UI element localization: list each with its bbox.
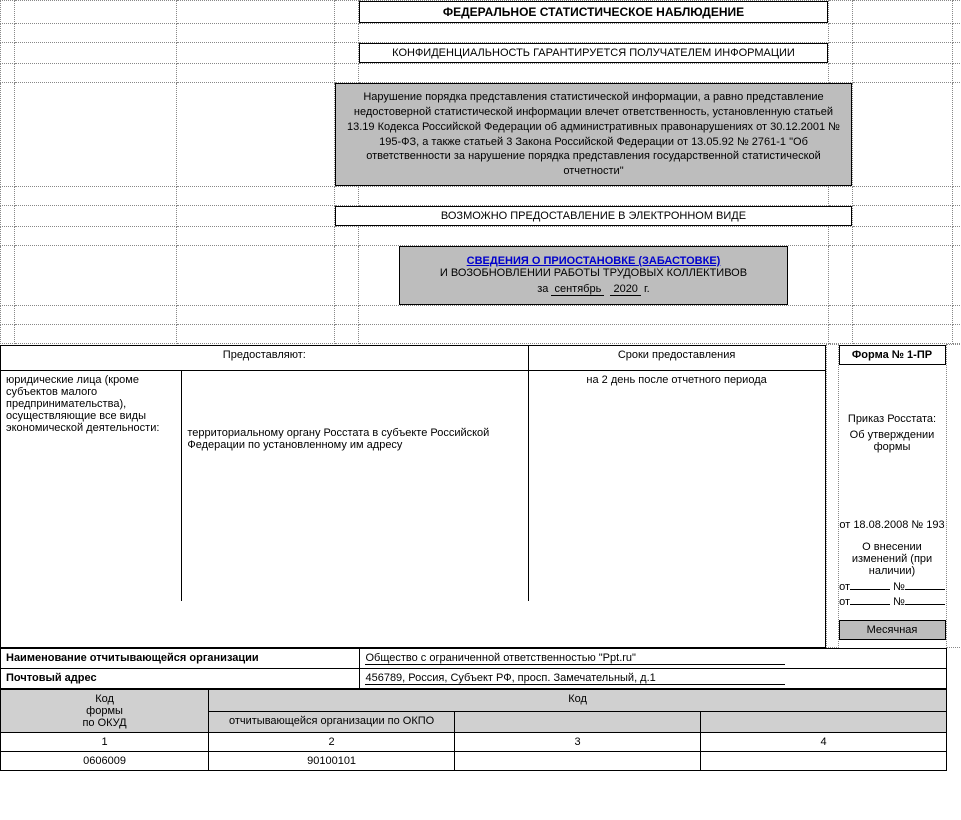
period-year: 2020: [610, 283, 640, 296]
col-num-3: 3: [455, 733, 701, 752]
periodicity-box: Месячная: [839, 620, 946, 640]
order-date: от 18.08.2008 № 193: [839, 519, 946, 531]
addr-value[interactable]: 456789, Россия, Субъект РФ, просп. Замеч…: [365, 672, 785, 685]
change-line-1: от №: [839, 581, 946, 593]
order-title: Приказ Росстата:: [839, 413, 946, 425]
period-month: сентябрь: [551, 283, 604, 296]
period-line: за сентябрь 2020 г.: [420, 283, 767, 296]
recipient-cell: территориальному органу Росстата в субъе…: [182, 370, 528, 601]
form-body-grid: Предоставляют: Сроки предоставления юрид…: [0, 344, 961, 648]
changes-label: О внесении изменений (при наличии): [839, 541, 946, 577]
deadline-header: Сроки предоставления: [528, 345, 825, 370]
code-okud-value: 0606009: [1, 752, 209, 771]
violation-box: Нарушение порядка представления статисти…: [335, 83, 852, 186]
col-num-4: 4: [701, 733, 947, 752]
code-okpo-value[interactable]: 90100101: [209, 752, 455, 771]
code-col1-header: Код формы по ОКУД: [1, 690, 209, 733]
org-name-label: Наименование отчитывающейся организации: [1, 649, 360, 669]
form-number-box: Форма № 1-ПР: [839, 345, 946, 365]
deadline-cell: на 2 день после отчетного периода: [528, 370, 825, 395]
info-link[interactable]: СВЕДЕНИЯ О ПРИОСТАНОВКЕ (ЗАБАСТОВКЕ): [420, 255, 767, 267]
code-col2-header: Код: [209, 690, 947, 712]
title-box: ФЕДЕРАЛЬНОЕ СТАТИСТИЧЕСКОЕ НАБЛЮДЕНИЕ: [359, 1, 828, 23]
order-sub: Об утверждении формы: [839, 429, 946, 453]
col-num-1: 1: [1, 733, 209, 752]
info-box: СВЕДЕНИЯ О ПРИОСТАНОВКЕ (ЗАБАСТОВКЕ) И В…: [399, 246, 788, 305]
code-val-3[interactable]: [455, 752, 701, 771]
providers-cell: юридические лица (кроме субъектов малого…: [1, 370, 182, 601]
document-grid: ФЕДЕРАЛЬНОЕ СТАТИСТИЧЕСКОЕ НАБЛЮДЕНИЕ КО…: [0, 0, 961, 344]
change-line-2: от №: [839, 596, 946, 608]
providers-table: Предоставляют: Сроки предоставления юрид…: [0, 345, 826, 648]
org-name-value[interactable]: Общество с ограниченной ответственностью…: [365, 652, 785, 665]
provide-header: Предоставляют:: [1, 345, 529, 370]
org-table: Наименование отчитывающейся организации …: [0, 648, 947, 689]
info-subtitle: И ВОЗОБНОВЛЕНИИ РАБОТЫ ТРУДОВЫХ КОЛЛЕКТИ…: [420, 267, 767, 279]
confidentiality-box: КОНФИДЕНЦИАЛЬНОСТЬ ГАРАНТИРУЕТСЯ ПОЛУЧАТ…: [359, 43, 828, 63]
code-okpo-header: отчитывающейся организации по ОКПО: [209, 711, 455, 733]
code-val-4[interactable]: [701, 752, 947, 771]
addr-label: Почтовый адрес: [1, 669, 360, 689]
col-num-2: 2: [209, 733, 455, 752]
electronic-box: ВОЗМОЖНО ПРЕДОСТАВЛЕНИЕ В ЭЛЕКТРОННОМ ВИ…: [335, 206, 852, 226]
codes-table: Код формы по ОКУД Код отчитывающейся орг…: [0, 689, 947, 771]
